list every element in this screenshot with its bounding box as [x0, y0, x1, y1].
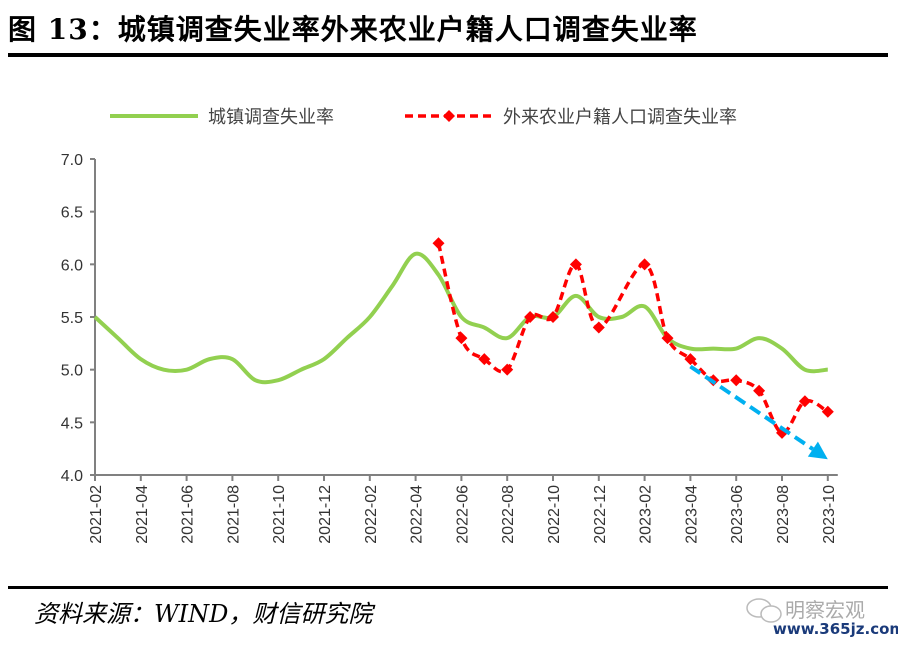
y-tick-label: 6.0 — [61, 257, 83, 274]
plot-area — [93, 237, 834, 460]
data-point-migrant — [547, 311, 559, 323]
x-tick-label: 2023-06 — [729, 485, 746, 544]
legend: 城镇调查失业率 外来农业户籍人口调查失业率 — [110, 107, 737, 128]
series-line-migrant — [436, 242, 829, 435]
x-tick-label: 2022-04 — [409, 485, 426, 544]
data-point-migrant — [592, 321, 605, 334]
axes: 7.0 6.5 6.0 5.5 5.0 4.5 4.0 2021-02 2021-04 2021-… — [61, 152, 838, 544]
watermark: 明察宏观 www.365jz.com — [745, 594, 898, 644]
data-point-migrant — [455, 332, 468, 345]
x-tick-label: 2023-02 — [638, 485, 655, 544]
data-point-migrant — [569, 258, 582, 271]
y-tick-label: 4.0 — [61, 468, 83, 485]
legend-marker-migrant — [443, 110, 455, 122]
x-tick-label: 2021-06 — [180, 485, 197, 544]
x-tick-label: 2023-04 — [683, 485, 700, 544]
x-tick-label: 2023-08 — [775, 485, 792, 544]
legend-label-migrant: 外来农业户籍人口调查失业率 — [503, 107, 737, 128]
bottom-rule — [8, 586, 888, 589]
data-point-migrant — [524, 311, 537, 323]
watermark-url: www.365jz.com — [773, 620, 898, 638]
x-tick-label: 2022-12 — [592, 485, 609, 544]
data-point-migrant — [730, 374, 743, 387]
watermark-name: 明察宏观 — [785, 598, 865, 622]
trend-arrow-head — [807, 441, 828, 460]
legend-label-urban: 城镇调查失业率 — [208, 107, 334, 128]
top-rule — [8, 53, 888, 57]
y-tick-label: 7.0 — [61, 152, 83, 169]
data-point-migrant — [432, 237, 445, 250]
data-point-migrant — [478, 353, 491, 366]
series-line-urban — [93, 251, 828, 385]
data-point-migrant — [638, 258, 651, 271]
x-tick-label: 2021-04 — [134, 485, 151, 544]
figure-title: 图 13：城镇调查失业率外来农业户籍人口调查失业率 — [8, 13, 698, 46]
x-tick-label: 2023-10 — [821, 485, 838, 544]
data-point-migrant — [821, 405, 834, 418]
data-point-migrant — [661, 332, 674, 345]
x-tick-label: 2021-10 — [271, 485, 288, 544]
x-tick-label: 2022-02 — [363, 485, 380, 544]
data-point-migrant — [684, 353, 697, 366]
y-tick-label: 5.0 — [61, 363, 83, 380]
data-point-migrant — [753, 384, 766, 397]
data-point-migrant — [501, 363, 514, 376]
data-point-migrant — [798, 395, 811, 408]
trend-arrow-line — [689, 364, 814, 451]
chart: 城镇调查失业率 外来农业户籍人口调查失业率 7.0 6.5 6.0 5.5 5.0 4.5… — [61, 107, 838, 544]
x-tick-label: 2022-06 — [454, 485, 471, 544]
y-tick-label: 6.5 — [61, 205, 83, 222]
x-tick-label: 2021-12 — [317, 485, 334, 544]
x-tick-label: 2021-02 — [88, 485, 105, 544]
x-tick-label: 2022-08 — [500, 485, 517, 544]
y-tick-label: 4.5 — [61, 415, 83, 432]
x-tick-label: 2022-10 — [546, 485, 563, 544]
x-tick-label: 2021-08 — [225, 485, 242, 544]
wechat-icon — [746, 598, 782, 623]
y-tick-label: 5.5 — [61, 310, 83, 327]
source-note: 资料来源：WIND，财信研究院 — [34, 600, 373, 628]
